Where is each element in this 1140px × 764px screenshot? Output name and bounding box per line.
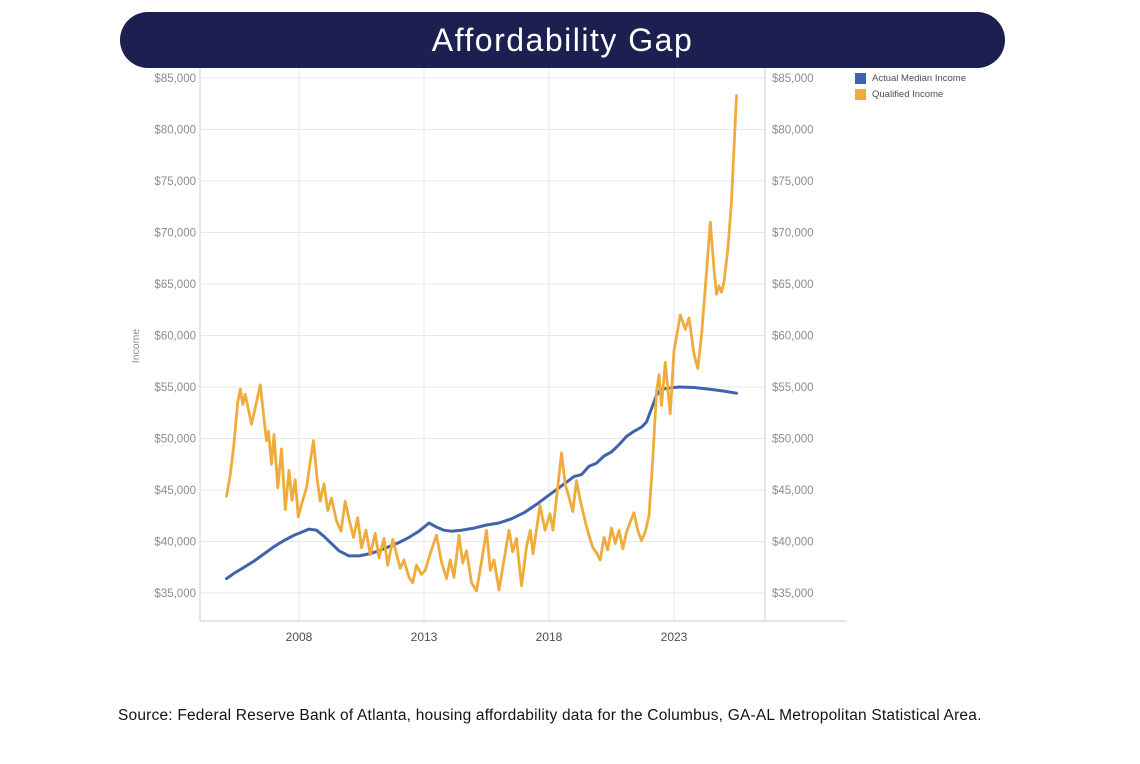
svg-text:$85,000: $85,000 [154, 73, 196, 85]
svg-text:$60,000: $60,000 [772, 331, 814, 343]
svg-text:$55,000: $55,000 [772, 382, 814, 394]
svg-text:2018: 2018 [536, 630, 563, 644]
svg-text:$40,000: $40,000 [154, 537, 196, 549]
svg-text:2023: 2023 [661, 630, 688, 644]
legend-item-actual-median-income: Actual Median Income [855, 73, 966, 84]
svg-text:$50,000: $50,000 [772, 434, 814, 446]
svg-text:$70,000: $70,000 [772, 228, 814, 240]
title-banner: Affordability Gap [120, 12, 1005, 68]
legend-swatch-actual-median-income-icon [855, 73, 866, 84]
svg-text:$65,000: $65,000 [772, 279, 814, 291]
svg-text:$40,000: $40,000 [772, 537, 814, 549]
svg-text:$85,000: $85,000 [772, 73, 814, 85]
page-title: Affordability Gap [431, 21, 694, 58]
legend-item-qualified-income: Qualified Income [855, 89, 966, 100]
qualified-income-line [225, 94, 738, 593]
svg-text:$45,000: $45,000 [154, 485, 196, 497]
legend-label: Actual Median Income [872, 73, 966, 84]
y-axis-labels-right: $35,000 $40,000 $45,000 $50,000 $55,000 $60,0… [772, 73, 814, 600]
svg-text:$75,000: $75,000 [154, 176, 196, 188]
y-gridlines [200, 77, 765, 594]
x-axis-labels: 2008 2013 2018 2023 [286, 630, 688, 644]
svg-text:$80,000: $80,000 [772, 125, 814, 137]
svg-text:$80,000: $80,000 [154, 125, 196, 137]
svg-text:$35,000: $35,000 [154, 588, 196, 600]
svg-text:$75,000: $75,000 [772, 176, 814, 188]
axis-boundary-lines [199, 68, 847, 622]
svg-text:$60,000: $60,000 [154, 331, 196, 343]
y-axis-labels-left: $35,000 $40,000 $45,000 $50,000 $55,000 $60,0… [154, 73, 196, 600]
svg-text:$70,000: $70,000 [154, 228, 196, 240]
svg-text:$35,000: $35,000 [772, 588, 814, 600]
source-note: Source: Federal Reserve Bank of Atlanta,… [118, 706, 982, 724]
svg-text:2013: 2013 [411, 630, 438, 644]
income-axis-title: Income [130, 329, 142, 364]
actual-median-income-line [225, 385, 738, 581]
chart-legend: Actual Median Income Qualified Income [855, 73, 966, 100]
svg-text:$65,000: $65,000 [154, 279, 196, 291]
svg-text:$50,000: $50,000 [154, 434, 196, 446]
svg-text:$55,000: $55,000 [154, 382, 196, 394]
svg-text:2008: 2008 [286, 630, 313, 644]
svg-text:$45,000: $45,000 [772, 485, 814, 497]
legend-swatch-qualified-income-icon [855, 89, 866, 100]
legend-label: Qualified Income [872, 89, 944, 100]
